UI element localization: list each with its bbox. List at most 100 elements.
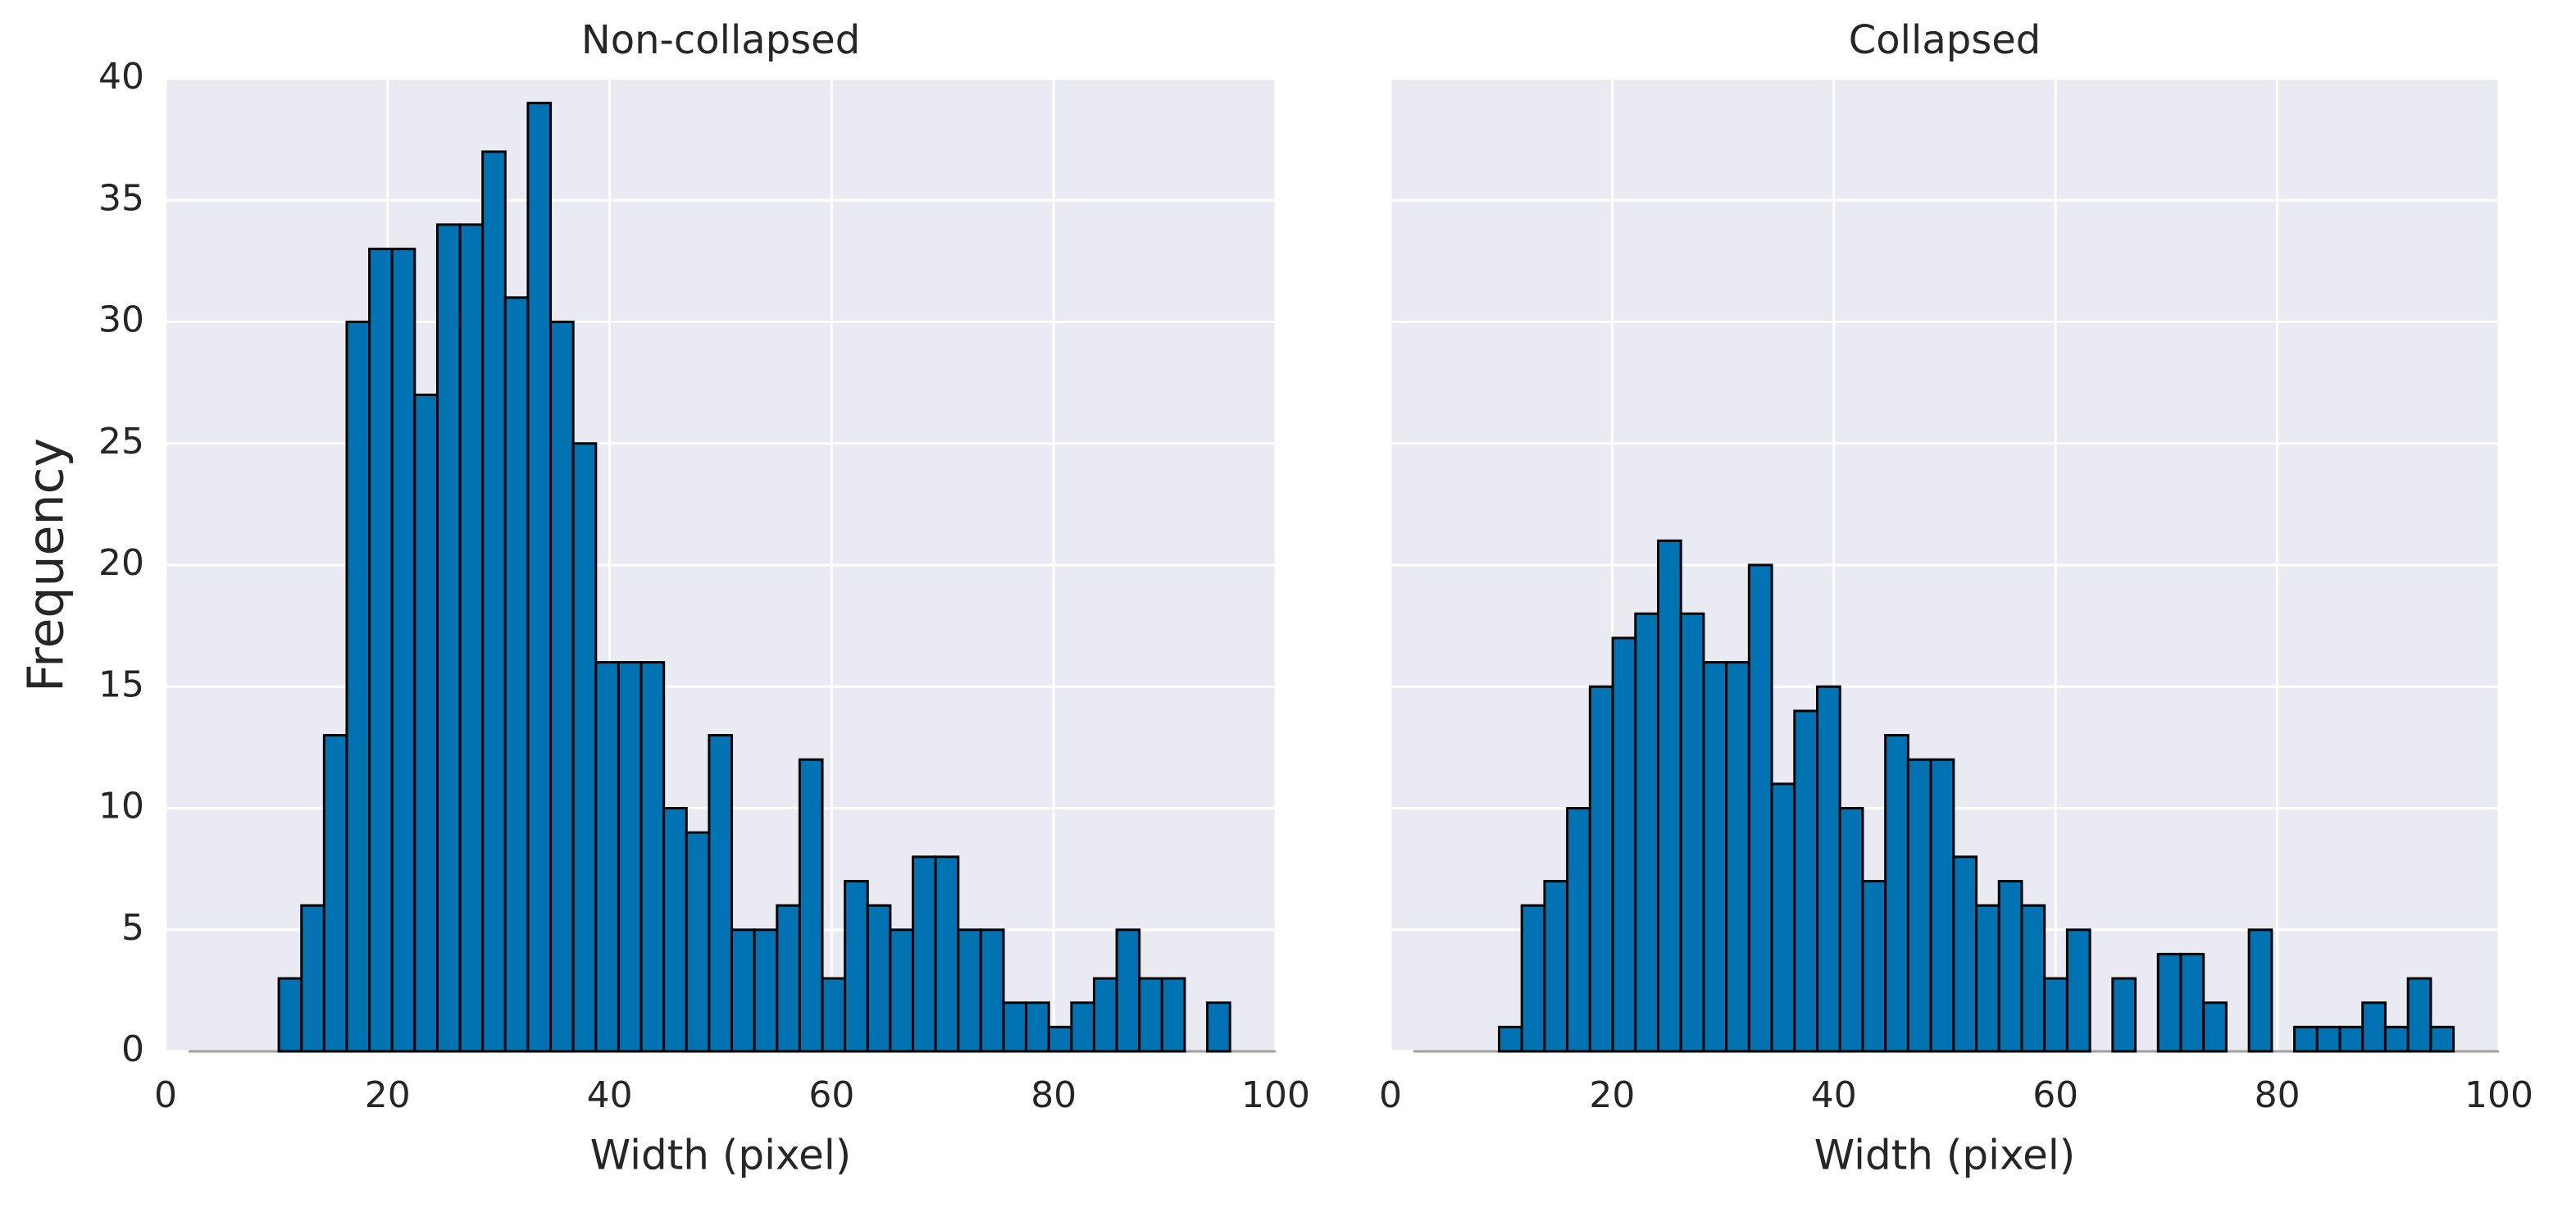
x-tick-label: 60 [2032, 1074, 2078, 1116]
histogram-bar [1206, 1001, 1231, 1053]
y-tick-label: 10 [98, 786, 144, 827]
histogram-bar [866, 904, 892, 1053]
histogram-bar [1160, 977, 1186, 1053]
y-tick-label: 0 [121, 1028, 144, 1070]
histogram-bar [1025, 1001, 1050, 1053]
histogram-bar [2156, 952, 2182, 1053]
histogram-bar [413, 393, 439, 1053]
histogram-bar [639, 661, 666, 1053]
histogram-bar [277, 977, 303, 1053]
histogram-bar [798, 758, 824, 1053]
histogram-bar [1115, 928, 1141, 1053]
histogram-bar [2179, 952, 2205, 1053]
histogram-bar [549, 321, 575, 1053]
histogram-bar [662, 807, 688, 1053]
histogram-bar [1657, 539, 1682, 1053]
histogram-bar [2406, 977, 2433, 1053]
histogram-bar [1543, 879, 1569, 1053]
histogram-bar [1747, 563, 1773, 1053]
histogram-bar [1092, 977, 1118, 1053]
histogram-bar [458, 223, 485, 1053]
histogram-bar [571, 442, 598, 1053]
histogram-bar [730, 928, 756, 1053]
x-tick-label: 80 [2255, 1074, 2301, 1116]
histogram-bar [2020, 904, 2046, 1053]
histogram-bar [481, 150, 507, 1053]
histogram-bar [300, 904, 325, 1053]
y-tick-label: 40 [98, 56, 144, 98]
y-tick-label: 25 [98, 421, 144, 463]
histogram-bar [435, 223, 462, 1053]
x-tick-label: 100 [2464, 1074, 2533, 1116]
histogram-bar [1047, 1025, 1073, 1053]
histogram-bar [1566, 807, 1591, 1053]
histogram-bar [2293, 1025, 2319, 1053]
histogram-bar [912, 855, 937, 1053]
histogram-bar [594, 661, 620, 1053]
x-tick-label: 80 [1031, 1074, 1076, 1116]
y-axis-label: Frequency [18, 438, 75, 692]
histogram-bar [2338, 1025, 2364, 1053]
histogram-bar [390, 248, 416, 1053]
histogram-bar [1725, 661, 1750, 1053]
x-tick-label: 40 [587, 1074, 633, 1116]
histogram-bar [821, 977, 847, 1053]
y-tick-label: 35 [98, 177, 144, 219]
histogram-bar [753, 928, 779, 1053]
histogram-bar [526, 102, 553, 1053]
histogram-bar [1497, 1025, 1523, 1053]
histogram-bar [1884, 734, 1909, 1053]
histogram-bar [1070, 1001, 1095, 1053]
y-tick-label: 20 [98, 542, 144, 584]
histogram-bar [1520, 904, 1546, 1053]
histogram-bar [2247, 928, 2273, 1053]
y-tick-label: 15 [98, 663, 144, 705]
histogram-bar [979, 928, 1005, 1053]
histogram-bar [1679, 612, 1705, 1053]
x-tick-label: 40 [1811, 1074, 1857, 1116]
histogram-bar [2043, 977, 2069, 1053]
y-tick-label: 5 [121, 907, 144, 949]
histogram-bar [1929, 758, 1955, 1053]
histogram-bar [889, 928, 915, 1053]
x-tick-label: 60 [808, 1074, 854, 1116]
histogram-bar [957, 928, 982, 1053]
histogram-bar [1002, 1001, 1028, 1053]
histogram-bar [322, 734, 348, 1053]
histogram-bar [2429, 1025, 2455, 1053]
x-tick-label: 0 [1379, 1074, 1402, 1116]
histogram-bar [934, 855, 960, 1053]
histogram-bar [844, 879, 869, 1053]
chart-title: Collapsed [1849, 17, 2041, 63]
histogram-bar [1906, 758, 1932, 1053]
x-tick-label: 100 [1241, 1074, 1310, 1116]
histogram-bar [345, 321, 371, 1053]
x-tick-label: 20 [1589, 1074, 1635, 1116]
histogram-bar [2315, 1025, 2342, 1053]
histogram-bar [1997, 879, 2023, 1053]
histogram-bar [2383, 1025, 2410, 1053]
x-axis-label: Width (pixel) [1814, 1132, 2076, 1179]
histogram-bar [368, 248, 394, 1053]
histogram-bar [2202, 1001, 2228, 1053]
histogram-bar [1138, 977, 1163, 1053]
histogram-bar [1702, 661, 1728, 1053]
histogram-bar [1634, 612, 1660, 1053]
x-tick-label: 20 [365, 1074, 411, 1116]
histogram-bar [2361, 1001, 2387, 1053]
histogram-bar [2065, 928, 2091, 1053]
y-tick-label: 30 [98, 299, 144, 341]
chart-title: Non-collapsed [581, 17, 860, 63]
histogram-bar [1770, 782, 1796, 1053]
histogram-bar [1588, 685, 1614, 1053]
histogram-bar [1611, 636, 1637, 1053]
histogram-bar [1793, 709, 1819, 1053]
histogram-bar [617, 661, 643, 1053]
histogram-bar [776, 904, 801, 1053]
histogram-bar [685, 831, 711, 1053]
histogram-bar [1816, 685, 1841, 1053]
histogram-bar [708, 734, 734, 1053]
histogram-bar [1975, 904, 2000, 1053]
histogram-bar [1952, 855, 1978, 1053]
histogram-bar [2111, 977, 2137, 1053]
